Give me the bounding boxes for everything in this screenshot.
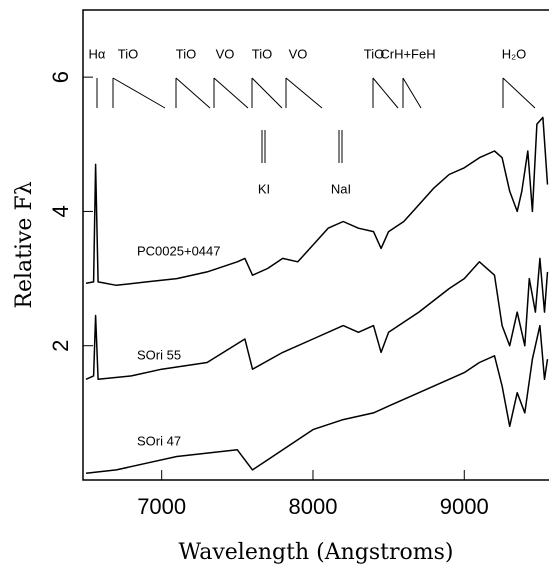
annotation: TiO	[176, 46, 196, 61]
plot-frame	[82, 9, 549, 481]
annotation: Hα	[89, 46, 106, 61]
series-label: SOri 55	[137, 347, 181, 362]
band-markers	[96, 77, 536, 163]
series-label: PC0025+0447	[137, 243, 221, 258]
y-tick-label: 4	[48, 205, 73, 217]
spectrum-line	[85, 257, 549, 381]
x-tick-label: 9000	[440, 494, 489, 519]
y-tick-label: 6	[48, 71, 73, 83]
series-label: SOri 47	[137, 433, 181, 448]
annotation: TiO	[364, 46, 384, 61]
annotation: VO	[289, 46, 308, 61]
spectrum-line	[85, 324, 549, 475]
x-tick-label: 8000	[288, 494, 337, 519]
x-axis-label: Wavelength (Angstroms)	[179, 540, 454, 565]
spectrum-line	[85, 116, 549, 287]
annotation: KI	[258, 181, 270, 196]
y-axis-label: Relative Fλ	[12, 181, 37, 308]
annotation: TiO	[118, 46, 138, 61]
annotation: H₂O	[502, 46, 527, 61]
annotation: NaI	[331, 181, 351, 196]
x-tick-label: 7000	[137, 494, 186, 519]
annotation: VO	[216, 46, 235, 61]
annotation: TiO	[252, 46, 272, 61]
y-tick-label: 2	[48, 340, 73, 352]
annotation: CrH+FeH	[380, 46, 435, 61]
